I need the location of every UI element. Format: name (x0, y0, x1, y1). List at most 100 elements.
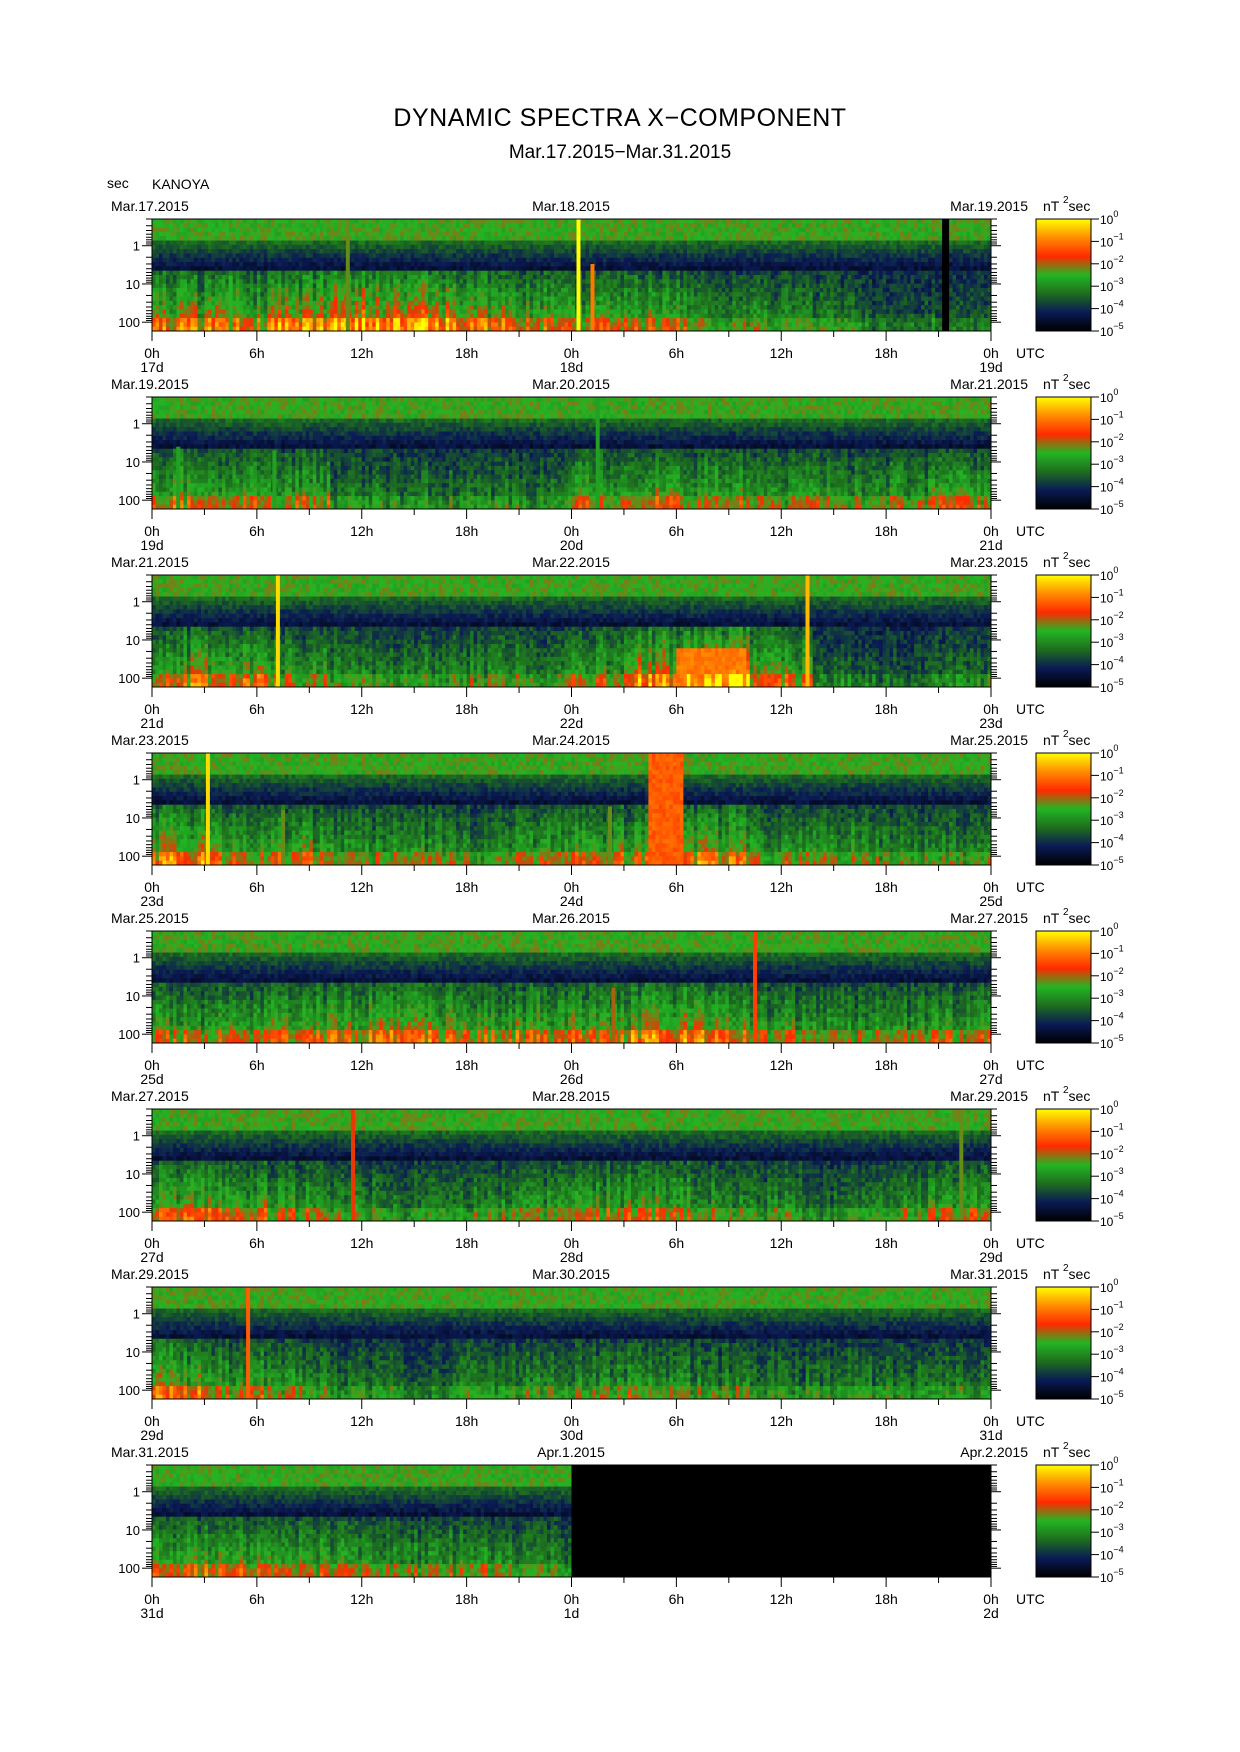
spectral-spike (346, 219, 350, 331)
x-tick-label: 6h (669, 1235, 685, 1251)
x-tick-label: 18h (874, 1591, 897, 1607)
colorbar-tick-label: 100 (1100, 1277, 1118, 1295)
colorbar-tick-label: 10−1 (1100, 587, 1124, 605)
panel-mid-date: Mar.18.2015 (532, 198, 610, 214)
day-label: 25d (979, 893, 1002, 909)
y-tick-label: 1 (133, 417, 140, 432)
spectral-spike (176, 447, 180, 509)
panel-start-date: Mar.17.2015 (111, 198, 189, 214)
day-label: 28d (560, 1249, 583, 1265)
x-tick-label: 6h (669, 345, 685, 361)
colorbar-tick-label: 10−2 (1100, 610, 1124, 628)
spectral-spike (281, 810, 285, 866)
x-tick-label: 6h (249, 1591, 265, 1607)
day-label: 2d (983, 1605, 999, 1621)
colorbar-tick-label: 10−4 (1100, 299, 1124, 317)
panel-start-date: Mar.27.2015 (111, 1088, 189, 1104)
panel-end-date: Mar.25.2015 (950, 732, 1028, 748)
x-tick-label: 18h (455, 523, 478, 539)
colorbar-tick-label: 10−3 (1100, 810, 1124, 828)
spectrogram (152, 931, 991, 1043)
y-tick-label: 1 (133, 1485, 140, 1500)
colorbar-tick-label: 10−4 (1100, 1367, 1124, 1385)
x-tick-label: 12h (770, 1591, 793, 1607)
colorbar-tick-label: 10−4 (1100, 833, 1124, 851)
colorbar-tick-label: 10−3 (1100, 1166, 1124, 1184)
day-label: 27d (979, 1071, 1002, 1087)
no-data-span (572, 1465, 992, 1577)
y-tick-label: 1 (133, 595, 140, 610)
day-label: 26d (560, 1071, 583, 1087)
spectral-spike (351, 1109, 355, 1221)
x-tick-label: 18h (874, 879, 897, 895)
x-tick-label: 6h (249, 1413, 265, 1429)
x-tick-label: 6h (249, 345, 265, 361)
x-tick-label: 18h (455, 879, 478, 895)
x-tick-label: 18h (874, 1235, 897, 1251)
panel-start-date: Mar.31.2015 (111, 1444, 189, 1460)
colorbar-tick-label: 10−5 (1100, 499, 1124, 517)
x-tick-label: 12h (350, 1235, 373, 1251)
colorbar-tick-label: 10−4 (1100, 477, 1124, 495)
y-tick-label: 100 (118, 849, 140, 864)
colorbar-tick-label: 10−3 (1100, 632, 1124, 650)
spectral-spike (276, 575, 280, 687)
colorbar-tick-label: 10−1 (1100, 1477, 1124, 1495)
spectrum-panel-7: Mar.29.2015 Mar.30.2015 Mar.31.20151101000… (111, 1263, 1124, 1443)
colorbar-tick-label: 10−4 (1100, 1189, 1124, 1207)
colorbar-tick-label: 10−2 (1100, 788, 1124, 806)
day-label: 21d (140, 715, 163, 731)
x-tick-label: 18h (455, 701, 478, 717)
day-label: 20d (560, 537, 583, 553)
panel-end-date: Mar.21.2015 (950, 376, 1028, 392)
x-unit-label: UTC (1016, 523, 1045, 539)
spectral-spike (591, 264, 595, 331)
colorbar-tick-label: 10−1 (1100, 1299, 1124, 1317)
colorbar-tick-label: 10−2 (1100, 966, 1124, 984)
colorbar-tick-label: 10−5 (1100, 855, 1124, 873)
day-label: 23d (979, 715, 1002, 731)
x-tick-label: 18h (455, 1057, 478, 1073)
x-tick-label: 12h (350, 523, 373, 539)
x-tick-label: 6h (669, 1057, 685, 1073)
x-tick-label: 12h (770, 701, 793, 717)
x-tick-label: 18h (874, 701, 897, 717)
panel-end-date: Mar.23.2015 (950, 554, 1028, 570)
colorbar-tick-label: 10−3 (1100, 454, 1124, 472)
y-tick-label: 10 (126, 277, 140, 292)
day-label: 29d (979, 1249, 1002, 1265)
y-tick-label: 10 (126, 633, 140, 648)
colorbar-tick-label: 10−3 (1100, 276, 1124, 294)
colorbar-tick-label: 10−2 (1100, 1500, 1124, 1518)
y-tick-label: 100 (118, 1027, 140, 1042)
x-tick-label: 6h (669, 523, 685, 539)
colorbar-unit: nT 2sec (1043, 907, 1090, 926)
panel-mid-date: Mar.28.2015 (532, 1088, 610, 1104)
x-tick-label: 12h (350, 701, 373, 717)
y-tick-label: 10 (126, 1167, 140, 1182)
x-tick-label: 6h (249, 879, 265, 895)
x-unit-label: UTC (1016, 1591, 1045, 1607)
x-tick-label: 18h (455, 1591, 478, 1607)
x-tick-label: 12h (770, 879, 793, 895)
spectral-spike (577, 219, 581, 331)
panel-mid-date: Mar.30.2015 (532, 1266, 610, 1282)
x-unit-label: UTC (1016, 701, 1045, 717)
day-label: 25d (140, 1071, 163, 1087)
y-tick-label: 1 (133, 1307, 140, 1322)
colorbar-unit: nT 2sec (1043, 1263, 1090, 1282)
colorbar-tick-label: 10−2 (1100, 1322, 1124, 1340)
colorbar-tick-label: 10−4 (1100, 655, 1124, 673)
x-tick-label: 12h (770, 1057, 793, 1073)
spectral-spike (206, 753, 210, 865)
panel-end-date: Apr.2.2015 (960, 1444, 1028, 1460)
y-tick-label: 1 (133, 239, 140, 254)
x-tick-label: 12h (350, 345, 373, 361)
